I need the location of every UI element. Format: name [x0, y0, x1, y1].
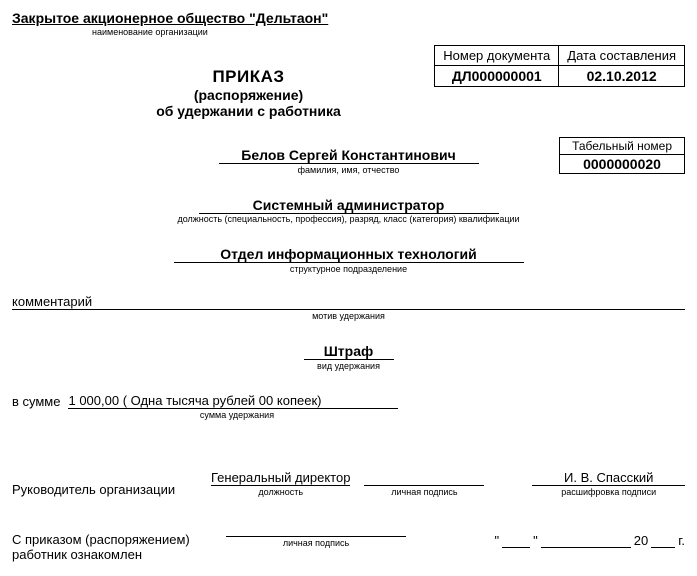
doc-date-label: Дата составления: [559, 46, 685, 66]
ack-text2: работник ознакомлен: [12, 547, 212, 562]
amount-prefix: в сумме: [12, 394, 60, 409]
kind-text: Штраф: [304, 343, 394, 360]
doc-title-main: ПРИКАЗ: [72, 67, 425, 87]
doc-title-block: ПРИКАЗ (распоряжение) об удержании с раб…: [72, 67, 425, 119]
ack-signature-sub: личная подпись: [283, 538, 349, 548]
head-signature-line: [364, 470, 484, 486]
ack-month-blank: [541, 532, 631, 548]
motive-text: комментарий: [12, 294, 685, 310]
ack-year-prefix: 20: [634, 533, 648, 548]
ack-signature-line: [226, 521, 406, 537]
doc-header-box: Номер документа Дата составления ДЛ00000…: [434, 45, 685, 87]
amount-sub: сумма удержания: [72, 410, 402, 420]
org-name: Закрытое акционерное общество "Дельтаон": [12, 10, 685, 26]
doc-number-label: Номер документа: [435, 46, 559, 66]
quote-open: ": [495, 533, 500, 548]
doc-title-paren: (распоряжение): [72, 87, 425, 103]
head-signature-sub: личная подпись: [391, 487, 457, 497]
ack-year-suffix: г.: [678, 533, 685, 548]
ack-date: " " 20 г.: [495, 532, 686, 548]
ack-year-blank: [651, 532, 675, 548]
head-label: Руководитель организации: [12, 482, 197, 497]
ack-day-blank: [502, 532, 530, 548]
tabnum-value: 0000000020: [560, 155, 685, 174]
head-position-sub: должность: [258, 487, 303, 497]
head-decryption: И. В. Спасский: [532, 470, 685, 486]
employee-position-sub: должность (специальность, профессия), ра…: [99, 214, 599, 224]
employee-department-sub: структурное подразделение: [174, 264, 524, 274]
ack-row: С приказом (распоряжением) работник озна…: [12, 521, 685, 562]
doc-date-value: 02.10.2012: [559, 66, 685, 87]
doc-title-about: об удержании с работника: [72, 103, 425, 119]
employee-department: Отдел информационных технологий: [174, 246, 524, 263]
employee-position: Системный администратор: [199, 197, 499, 214]
employee-fio-sub: фамилия, имя, отчество: [219, 165, 479, 175]
tabnum-box: Табельный номер 0000000020: [559, 137, 685, 174]
head-decryption-sub: расшифровка подписи: [561, 487, 656, 497]
tabnum-label: Табельный номер: [560, 138, 685, 155]
quote-close: ": [533, 533, 538, 548]
org-name-sublabel: наименование организации: [92, 27, 685, 37]
employee-fio: Белов Сергей Константинович: [219, 147, 479, 164]
ack-text1: С приказом (распоряжением): [12, 532, 212, 547]
head-sign-row: Руководитель организации Генеральный дир…: [12, 470, 685, 497]
head-position: Генеральный директор: [211, 470, 350, 486]
amount-value: 1 000,00 ( Одна тысяча рублей 00 копеек): [68, 393, 398, 409]
motive-sub: мотив удержания: [12, 311, 685, 321]
doc-number-value: ДЛ000000001: [435, 66, 559, 87]
kind-sub: вид удержания: [304, 361, 394, 371]
